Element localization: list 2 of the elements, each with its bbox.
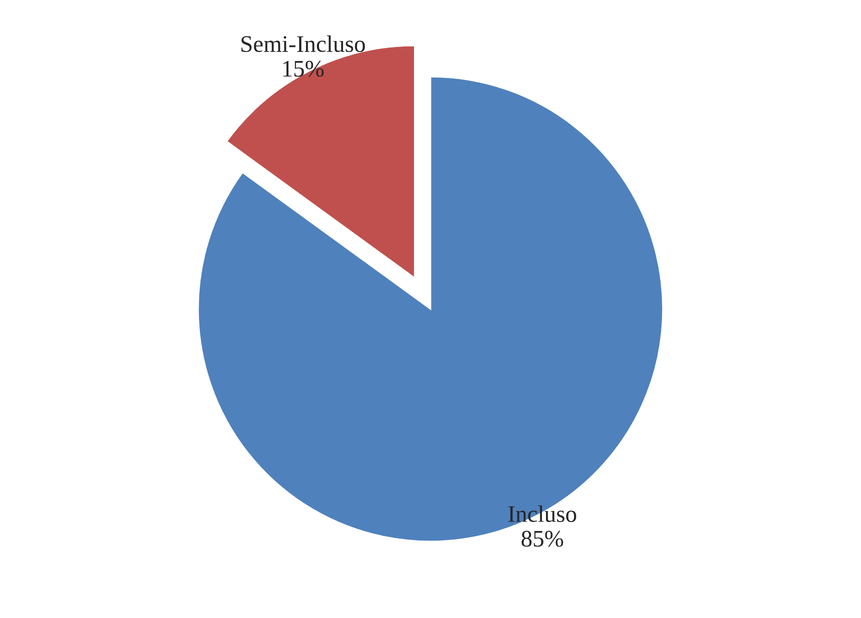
data-label: 85% — [522, 530, 564, 547]
slice-label: Semi-Incluso — [241, 35, 365, 52]
